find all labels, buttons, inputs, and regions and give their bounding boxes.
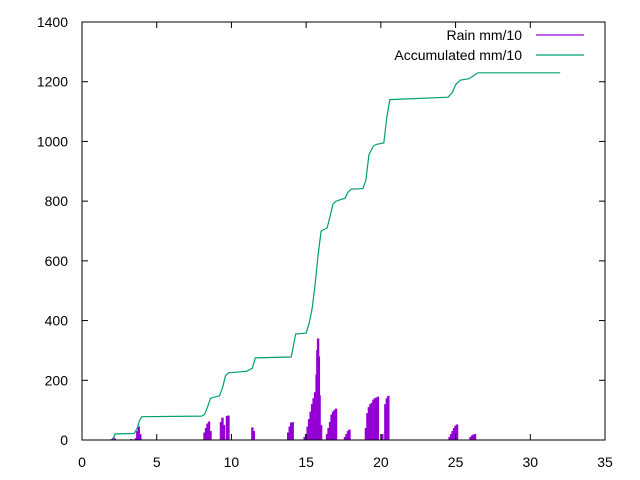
y-tick-label: 1200 — [37, 74, 68, 90]
x-tick-label: 20 — [373, 454, 389, 470]
x-tick-label: 25 — [448, 454, 464, 470]
y-tick-label: 200 — [45, 372, 69, 388]
axis-ticks: 0 5 10 15 20 25 30 35 0 200 400 600 800 1000 1200 1400 — [37, 14, 613, 470]
accumulated-line — [111, 72, 561, 441]
y-tick-label: 0 — [60, 432, 68, 448]
x-tick-label: 30 — [522, 454, 538, 470]
legend: Rain mm/10 Accumulated mm/10 — [394, 27, 584, 63]
y-tick-label: 400 — [45, 313, 69, 329]
x-tick-label: 10 — [224, 454, 240, 470]
y-tick-label: 600 — [45, 253, 69, 269]
y-tick-label: 1000 — [37, 133, 68, 149]
plot-frame — [81, 21, 606, 441]
x-tick-label: 5 — [153, 454, 161, 470]
x-tick-label: 0 — [78, 454, 86, 470]
x-tick-label: 35 — [597, 454, 613, 470]
legend-label-rain: Rain mm/10 — [447, 27, 523, 43]
x-tick-label: 15 — [298, 454, 314, 470]
y-tick-label: 1400 — [37, 14, 68, 30]
legend-label-accumulated: Accumulated mm/10 — [394, 47, 522, 63]
chart-marks — [110, 72, 561, 441]
y-tick-label: 800 — [45, 193, 69, 209]
